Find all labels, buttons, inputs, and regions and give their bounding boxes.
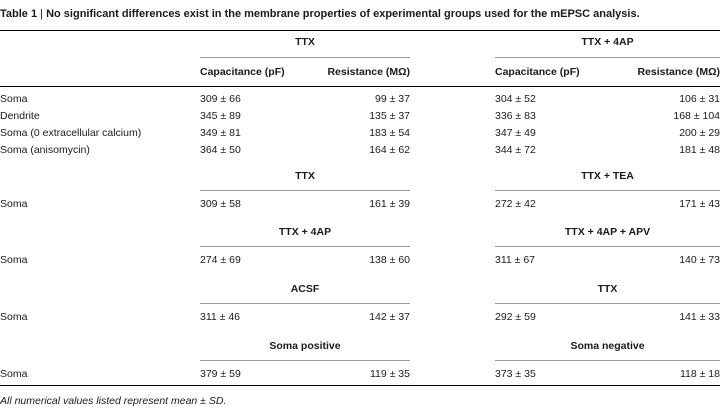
left-resistance-value: 135 ± 37: [369, 110, 410, 122]
section-header-right: TTX + 4AP + APV: [564, 226, 651, 238]
section-underline-right: [495, 303, 720, 304]
left-capacitance-value: 309 ± 58: [200, 198, 241, 210]
left-capacitance-value: 379 ± 59: [200, 368, 241, 380]
right-capacitance-value: 292 ± 59: [495, 311, 536, 323]
table-number: Table 1: [0, 8, 38, 20]
left-resistance-value: 183 ± 54: [369, 127, 410, 139]
col-header-right-capacitance: Capacitance (pF): [495, 66, 580, 78]
section-underline-right: [495, 360, 720, 361]
header-rule: [0, 86, 720, 87]
left-capacitance-value: 274 ± 69: [200, 254, 241, 266]
left-capacitance-value: 364 ± 50: [200, 144, 241, 156]
col-header-left-resistance: Resistance (MΩ): [327, 66, 410, 78]
row-label: Soma: [0, 311, 28, 323]
section-header-right: TTX + TEA: [581, 170, 634, 182]
right-resistance-value: 106 ± 31: [679, 93, 720, 105]
right-capacitance-value: 336 ± 83: [495, 110, 536, 122]
section-underline-left: [200, 303, 410, 304]
section-header-left: TTX + 4AP: [278, 226, 332, 238]
col-header-right-resistance: Resistance (MΩ): [637, 66, 720, 78]
row-label: Soma: [0, 254, 28, 266]
right-resistance-value: 171 ± 43: [679, 198, 720, 210]
row-label: Soma (0 extracellular calcium): [0, 127, 142, 139]
left-resistance-value: 164 ± 62: [369, 144, 410, 156]
col-header-left-capacitance: Capacitance (pF): [200, 66, 285, 78]
section-underline-left: [200, 246, 410, 247]
section-underline-left: [200, 360, 410, 361]
right-resistance-value: 141 ± 33: [679, 311, 720, 323]
left-resistance-value: 138 ± 60: [369, 254, 410, 266]
left-capacitance-value: 309 ± 66: [200, 93, 241, 105]
table-footnote: All numerical values listed represent me…: [0, 395, 227, 407]
right-capacitance-value: 347 ± 49: [495, 127, 536, 139]
section-header-left: Soma positive: [269, 340, 341, 352]
group-underline-right: [495, 57, 720, 58]
right-resistance-value: 181 ± 48: [679, 144, 720, 156]
table-caption: Table 1 | No significant differences exi…: [0, 8, 720, 20]
section-header-left: ACSF: [290, 283, 320, 295]
left-resistance-value: 142 ± 37: [369, 311, 410, 323]
left-resistance-value: 161 ± 39: [369, 198, 410, 210]
right-resistance-value: 140 ± 73: [679, 254, 720, 266]
caption-text: No significant differences exist in the …: [46, 8, 640, 20]
group-header-right: TTX + 4AP: [581, 36, 634, 48]
right-resistance-value: 200 ± 29: [679, 127, 720, 139]
right-capacitance-value: 373 ± 35: [495, 368, 536, 380]
group-header-left: TTX: [295, 36, 315, 48]
bottom-rule: [0, 385, 720, 386]
row-label: Soma: [0, 198, 28, 210]
caption-separator: |: [40, 8, 44, 20]
row-label: Dendrite: [0, 110, 40, 122]
section-underline-right: [495, 246, 720, 247]
section-header-right: Soma negative: [570, 340, 645, 352]
top-rule: [0, 30, 720, 31]
left-capacitance-value: 345 ± 89: [200, 110, 241, 122]
right-capacitance-value: 304 ± 52: [495, 93, 536, 105]
row-label: Soma: [0, 368, 28, 380]
right-resistance-value: 118 ± 18: [679, 368, 720, 380]
left-resistance-value: 119 ± 35: [369, 368, 410, 380]
section-header-right: TTX: [597, 283, 618, 295]
right-resistance-value: 168 ± 104: [673, 110, 720, 122]
left-capacitance-value: 311 ± 46: [200, 311, 241, 323]
left-resistance-value: 99 ± 37: [375, 93, 410, 105]
row-label: Soma: [0, 93, 28, 105]
left-capacitance-value: 349 ± 81: [200, 127, 241, 139]
section-header-left: TTX: [295, 170, 315, 182]
row-label: Soma (anisomycin): [0, 144, 90, 156]
group-underline-left: [200, 57, 410, 58]
right-capacitance-value: 344 ± 72: [495, 144, 536, 156]
right-capacitance-value: 311 ± 67: [495, 254, 536, 266]
section-underline-left: [200, 190, 410, 191]
right-capacitance-value: 272 ± 42: [495, 198, 536, 210]
section-underline-right: [495, 190, 720, 191]
